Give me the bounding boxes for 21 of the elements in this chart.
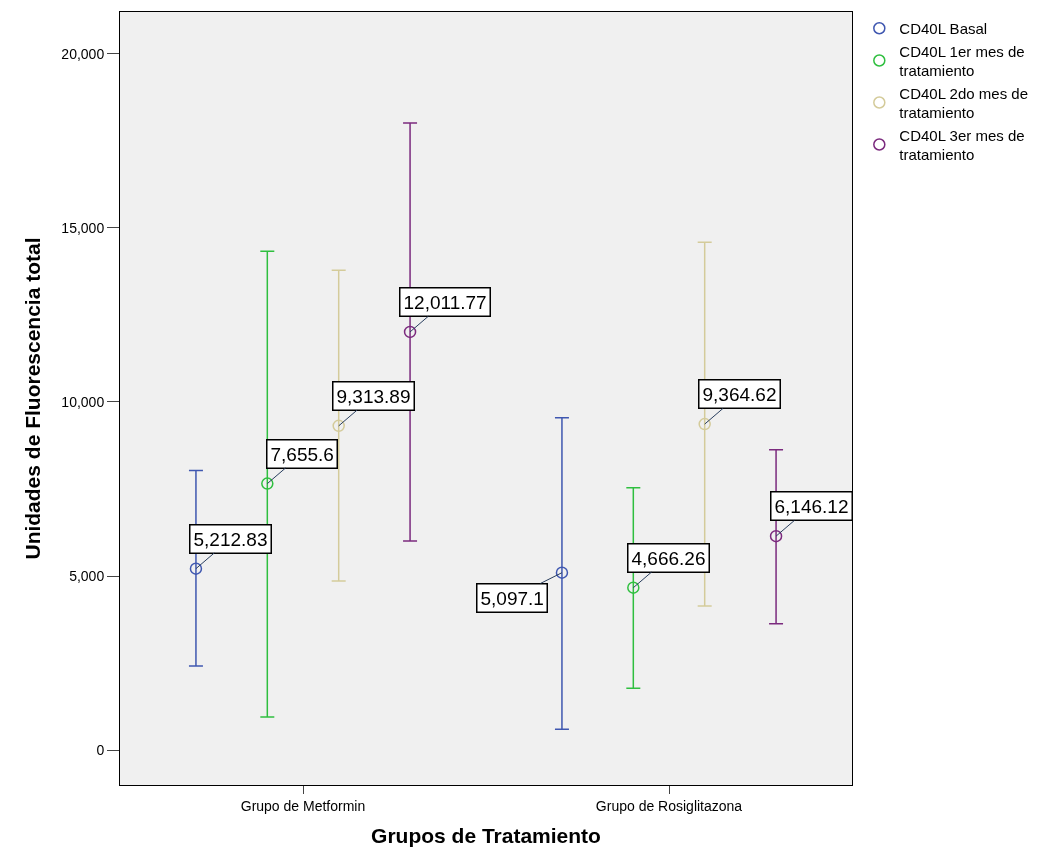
legend-label: CD40L 1er mes de tratamiento: [899, 42, 1025, 80]
x-axis-title: Grupos de Tratamiento: [371, 824, 601, 847]
data-label: 9,313.89: [336, 385, 411, 407]
y-tick-label: 0: [96, 742, 105, 759]
y-tick-label: 15,000: [61, 219, 105, 236]
x-tick-label: Grupo de Rosiglitazona: [595, 797, 743, 814]
y-tick-label: 5,000: [69, 567, 105, 584]
legend-label: CD40L 2do mes de tratamiento: [899, 84, 1029, 122]
data-label: 7,655.6: [270, 443, 334, 465]
data-label: 9,364.62: [702, 383, 777, 405]
data-label: 4,666.26: [631, 547, 706, 569]
y-tick-label: 10,000: [61, 393, 105, 410]
data-label: 5,212.83: [193, 528, 268, 550]
y-tick-label: 20,000: [61, 45, 105, 62]
legend-label: CD40L 3er mes de tratamiento: [899, 126, 1025, 164]
y-axis-title: Unidades de Fluorescencia total: [20, 237, 44, 560]
legend-label: CD40L Basal: [899, 20, 988, 38]
data-label: 12,011.77: [403, 291, 487, 313]
x-tick-label: Grupo de Metformin: [240, 797, 366, 814]
data-label: 6,146.12: [774, 495, 849, 517]
data-label: 5,097.1: [480, 587, 544, 609]
